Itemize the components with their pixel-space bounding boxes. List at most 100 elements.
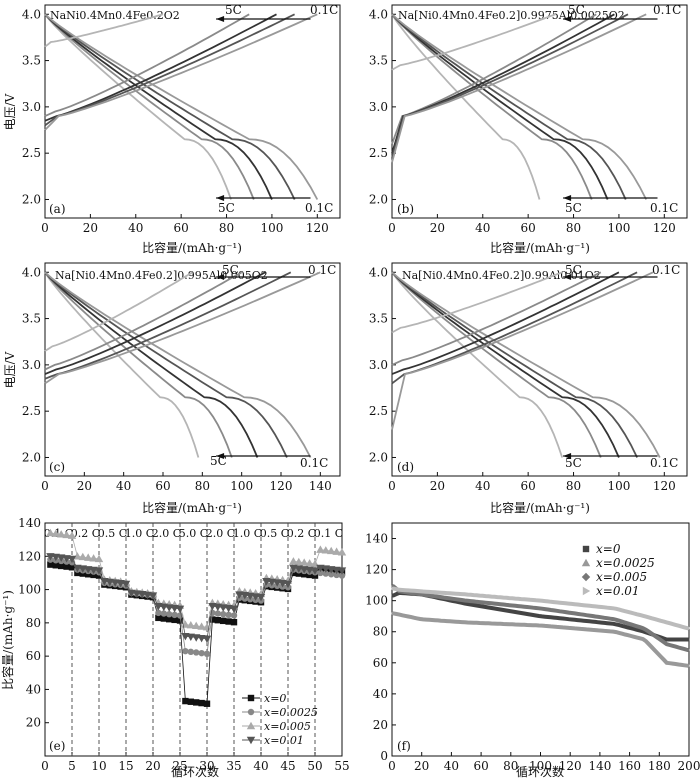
discharge-curve-a bbox=[44, 13, 319, 200]
charge-curve-a bbox=[44, 13, 295, 127]
rate-point bbox=[95, 572, 103, 579]
rate-point bbox=[328, 571, 335, 578]
panel-f-xlabel: 循环次数 bbox=[516, 764, 564, 778]
panel-a-letter: (a) bbox=[49, 202, 66, 216]
x-tick-label-a: 100 bbox=[260, 221, 283, 235]
discharge-curve-a bbox=[44, 13, 273, 200]
y-tick-label-c: 2.5 bbox=[22, 404, 41, 418]
x-tick-label-f: 100 bbox=[529, 759, 552, 773]
x-tick-label-e: 0 bbox=[41, 759, 49, 773]
panel-e: (e) 循环次数 比容量/(mAh·g⁻¹) bbox=[0, 522, 343, 778]
y-tick-label-f: 100 bbox=[365, 594, 388, 608]
charge-curve-a bbox=[44, 13, 250, 117]
x-tick-label-e: 10 bbox=[91, 759, 106, 773]
rate-point bbox=[316, 545, 325, 553]
x-tick-label-f: 40 bbox=[444, 759, 459, 773]
panel-d-rate-bottom-slow: 0.1C bbox=[650, 456, 678, 470]
rate-point bbox=[193, 699, 200, 706]
y-tick-label-c: 3.5 bbox=[22, 312, 41, 326]
rate-point bbox=[322, 570, 329, 577]
discharge-curve-d bbox=[391, 271, 564, 458]
discharge-curve-c bbox=[44, 271, 200, 458]
rate-point bbox=[51, 529, 60, 537]
x-tick-label-d: 40 bbox=[475, 479, 490, 493]
rate-point bbox=[57, 530, 66, 538]
panel-b-rate-bottom-fast: 5C bbox=[565, 201, 582, 215]
rate-point bbox=[198, 649, 205, 657]
rate-point bbox=[337, 567, 347, 575]
panel-c-rate-top-fast: 5C bbox=[222, 263, 239, 277]
legend-label-e: x=0 bbox=[264, 692, 286, 705]
rate-point bbox=[321, 546, 330, 554]
rate-point bbox=[294, 557, 303, 566]
panel-e-letter: (e) bbox=[49, 739, 65, 753]
discharge-curve-a bbox=[44, 13, 232, 200]
x-tick-label-d: 20 bbox=[430, 479, 445, 493]
rate-point bbox=[203, 650, 211, 658]
rate-point bbox=[47, 561, 54, 568]
rate-point bbox=[225, 611, 232, 619]
y-tick-label-d: 3.5 bbox=[369, 312, 388, 326]
panel-b-title: Na[Ni0.4Mn0.4Fe0.2]0.9975Al0.0025O2 bbox=[398, 9, 625, 22]
rate-point bbox=[155, 614, 162, 622]
panel-a-ylabel: 电压/V bbox=[3, 93, 17, 130]
panel-a-rate-top-slow: 0.1C bbox=[310, 3, 338, 17]
rate-point bbox=[78, 552, 87, 561]
x-tick-label-e: 35 bbox=[226, 759, 241, 773]
rate-point bbox=[300, 558, 309, 566]
discharge-curve-a bbox=[44, 13, 255, 200]
discharge-curve-d bbox=[391, 271, 638, 458]
panel-b-rate-bottom-slow: 0.1C bbox=[650, 201, 678, 215]
x-tick-label-f: 60 bbox=[473, 759, 488, 773]
panel-a-rate-bottom-fast: 5C bbox=[218, 201, 235, 215]
charge-curve-a bbox=[44, 13, 164, 48]
x-tick-label-a: 40 bbox=[128, 221, 143, 235]
rate-point bbox=[182, 697, 189, 705]
y-tick-label-c: 2.0 bbox=[22, 450, 41, 464]
x-tick-label-c: 60 bbox=[155, 479, 170, 493]
rate-point bbox=[202, 635, 212, 644]
charge-curve-d bbox=[391, 271, 602, 366]
rate-point bbox=[192, 621, 201, 630]
y-tick-label-f: 20 bbox=[373, 718, 388, 732]
x-tick-label-e: 50 bbox=[307, 759, 322, 773]
rate-arrow-top-a-head bbox=[216, 16, 225, 22]
discharge-curve-c bbox=[44, 271, 312, 458]
rate-point bbox=[333, 571, 340, 579]
x-tick-label-e: 15 bbox=[118, 759, 133, 773]
x-tick-label-c: 0 bbox=[41, 479, 49, 493]
rate-point bbox=[214, 616, 221, 624]
charge-curve-c bbox=[44, 271, 292, 380]
y-tick-label-f: 60 bbox=[373, 656, 388, 670]
panel-c-letter: (c) bbox=[49, 460, 65, 474]
rate-point bbox=[121, 580, 131, 589]
rate-point bbox=[148, 592, 158, 600]
x-tick-label-c: 100 bbox=[230, 479, 253, 493]
panel-c-title: Na[Ni0.4Mn0.4Fe0.2]0.995Al0.005O2 bbox=[55, 269, 268, 282]
panel-e-xlabel: 循环次数 bbox=[171, 764, 219, 778]
rate-point bbox=[67, 531, 77, 539]
y-tick-label-e: 60 bbox=[26, 649, 41, 663]
y-tick-label-e: 140 bbox=[18, 516, 41, 530]
rate-arrow-top-b-head bbox=[563, 16, 572, 22]
rate-point bbox=[209, 616, 216, 623]
y-tick-label-b: 2.5 bbox=[369, 146, 388, 160]
y-tick-label-e: 100 bbox=[18, 583, 41, 597]
x-tick-label-f: 180 bbox=[648, 759, 671, 773]
x-tick-label-a: 120 bbox=[306, 221, 329, 235]
rate-point bbox=[295, 570, 302, 577]
discharge-curve-c bbox=[44, 271, 233, 458]
x-tick-label-e: 20 bbox=[145, 759, 160, 773]
rate-point bbox=[306, 571, 313, 579]
rate-segment-label: 1.0 C bbox=[233, 527, 262, 540]
discharge-curve-c bbox=[44, 271, 288, 458]
rate-point bbox=[317, 569, 324, 577]
x-tick-label-d: 80 bbox=[566, 479, 581, 493]
x-tick-label-c: 140 bbox=[309, 479, 332, 493]
rate-point bbox=[67, 555, 77, 564]
charge-curve-c bbox=[44, 271, 266, 375]
panel-b-frame bbox=[391, 4, 688, 219]
discharge-curve-b bbox=[391, 13, 541, 200]
panel-b-rate-top-slow: 0.1C bbox=[653, 3, 681, 17]
